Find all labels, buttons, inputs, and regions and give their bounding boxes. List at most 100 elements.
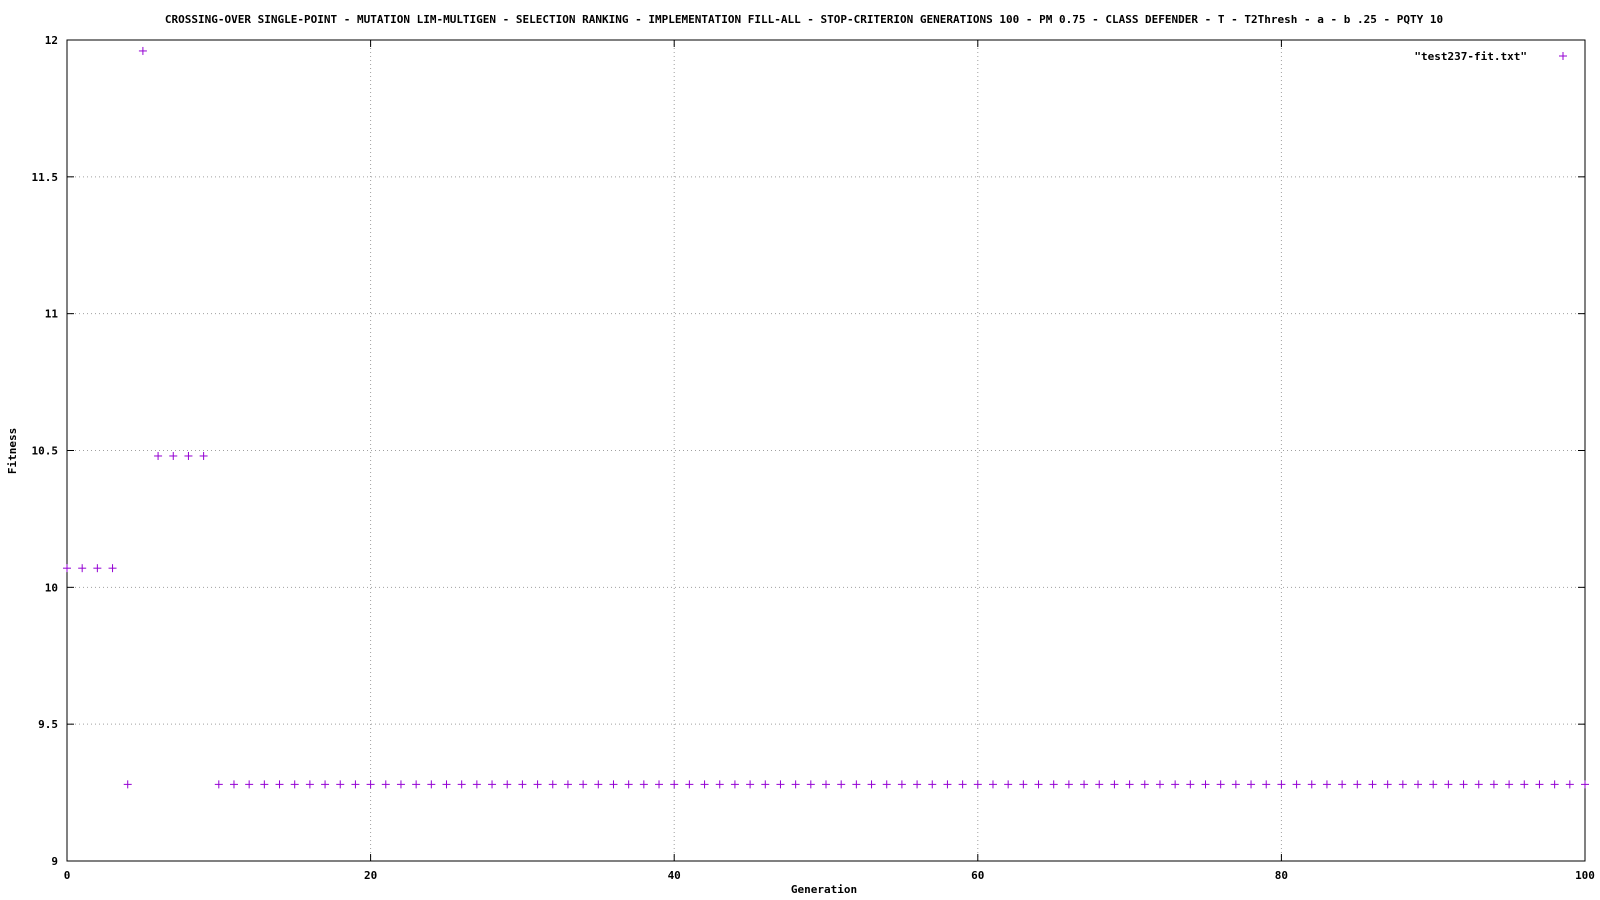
data-point bbox=[290, 780, 299, 789]
y-axis-label: Fitness bbox=[6, 428, 19, 474]
plot-frame bbox=[66, 39, 1586, 862]
data-point bbox=[154, 451, 163, 460]
data-point bbox=[1186, 780, 1195, 789]
data-point bbox=[806, 780, 815, 789]
chart-title: CROSSING-OVER SINGLE-POINT - MUTATION LI… bbox=[165, 13, 1443, 26]
data-point bbox=[563, 780, 572, 789]
data-point bbox=[943, 780, 952, 789]
data-point bbox=[336, 780, 345, 789]
data-point bbox=[913, 780, 922, 789]
data-point bbox=[1459, 780, 1468, 789]
data-point bbox=[1520, 780, 1529, 789]
y-tick-label: 11 bbox=[45, 308, 59, 321]
data-point bbox=[260, 780, 269, 789]
data-point bbox=[1262, 780, 1271, 789]
data-point bbox=[1414, 780, 1423, 789]
data-point bbox=[229, 780, 238, 789]
data-point bbox=[639, 780, 648, 789]
data-point bbox=[1034, 780, 1043, 789]
data-point bbox=[366, 780, 375, 789]
data-point bbox=[579, 780, 588, 789]
data-point bbox=[381, 780, 390, 789]
data-point bbox=[169, 451, 178, 460]
data-point bbox=[746, 780, 755, 789]
data-point bbox=[1489, 780, 1498, 789]
data-point bbox=[1383, 780, 1392, 789]
x-tick-label: 60 bbox=[971, 869, 984, 882]
data-point bbox=[1565, 780, 1574, 789]
y-tick-label: 11.5 bbox=[32, 171, 59, 184]
data-point bbox=[624, 780, 633, 789]
data-point bbox=[928, 780, 937, 789]
data-point bbox=[472, 780, 481, 789]
data-point bbox=[852, 780, 861, 789]
data-points bbox=[63, 46, 1589, 789]
data-point bbox=[1064, 780, 1073, 789]
data-point bbox=[503, 780, 512, 789]
data-point bbox=[1581, 780, 1589, 789]
data-point bbox=[1155, 780, 1164, 789]
data-point bbox=[442, 780, 451, 789]
data-point bbox=[321, 780, 330, 789]
data-point bbox=[305, 780, 314, 789]
data-point bbox=[184, 451, 193, 460]
data-point bbox=[730, 780, 739, 789]
data-point bbox=[1353, 780, 1362, 789]
data-point bbox=[1049, 780, 1058, 789]
data-point bbox=[1444, 780, 1453, 789]
data-point bbox=[867, 780, 876, 789]
x-tick-label: 100 bbox=[1575, 869, 1595, 882]
data-point bbox=[837, 780, 846, 789]
legend-label: "test237-fit.txt" bbox=[1414, 50, 1527, 63]
data-point bbox=[761, 780, 770, 789]
data-point bbox=[1080, 780, 1089, 789]
x-tick-label: 20 bbox=[364, 869, 377, 882]
data-point bbox=[351, 780, 360, 789]
data-point bbox=[396, 780, 405, 789]
data-point bbox=[1110, 780, 1119, 789]
data-point bbox=[78, 564, 87, 573]
data-point bbox=[1322, 780, 1331, 789]
data-point bbox=[973, 780, 982, 789]
data-point bbox=[988, 780, 997, 789]
data-point bbox=[1292, 780, 1301, 789]
data-point bbox=[1125, 780, 1134, 789]
data-point bbox=[882, 780, 891, 789]
data-point bbox=[1307, 780, 1316, 789]
data-point bbox=[427, 780, 436, 789]
data-point bbox=[1429, 780, 1438, 789]
data-point bbox=[1095, 780, 1104, 789]
data-point bbox=[1004, 780, 1013, 789]
x-tick-label: 40 bbox=[668, 869, 681, 882]
data-point bbox=[594, 780, 603, 789]
data-point bbox=[1201, 780, 1210, 789]
data-point bbox=[457, 780, 466, 789]
x-axis-label: Generation bbox=[791, 883, 857, 896]
legend: "test237-fit.txt" bbox=[1414, 50, 1567, 63]
data-point bbox=[275, 780, 284, 789]
y-tick-label: 10 bbox=[45, 581, 58, 594]
data-point bbox=[1474, 780, 1483, 789]
data-point bbox=[548, 780, 557, 789]
data-point bbox=[1171, 780, 1180, 789]
data-point bbox=[1216, 780, 1225, 789]
data-point bbox=[1550, 780, 1559, 789]
data-point bbox=[776, 780, 785, 789]
data-point bbox=[1019, 780, 1028, 789]
data-point bbox=[655, 780, 664, 789]
y-tick-label: 10.5 bbox=[32, 445, 59, 458]
data-point bbox=[958, 780, 967, 789]
data-point bbox=[63, 564, 71, 573]
data-point bbox=[609, 780, 618, 789]
data-point bbox=[138, 46, 147, 55]
data-point bbox=[1247, 780, 1256, 789]
data-point bbox=[715, 780, 724, 789]
data-point bbox=[685, 780, 694, 789]
data-point bbox=[1368, 780, 1377, 789]
data-point bbox=[1505, 780, 1514, 789]
data-point bbox=[897, 780, 906, 789]
data-point bbox=[199, 451, 208, 460]
y-tick-label: 9.5 bbox=[38, 718, 58, 731]
data-point bbox=[670, 780, 679, 789]
